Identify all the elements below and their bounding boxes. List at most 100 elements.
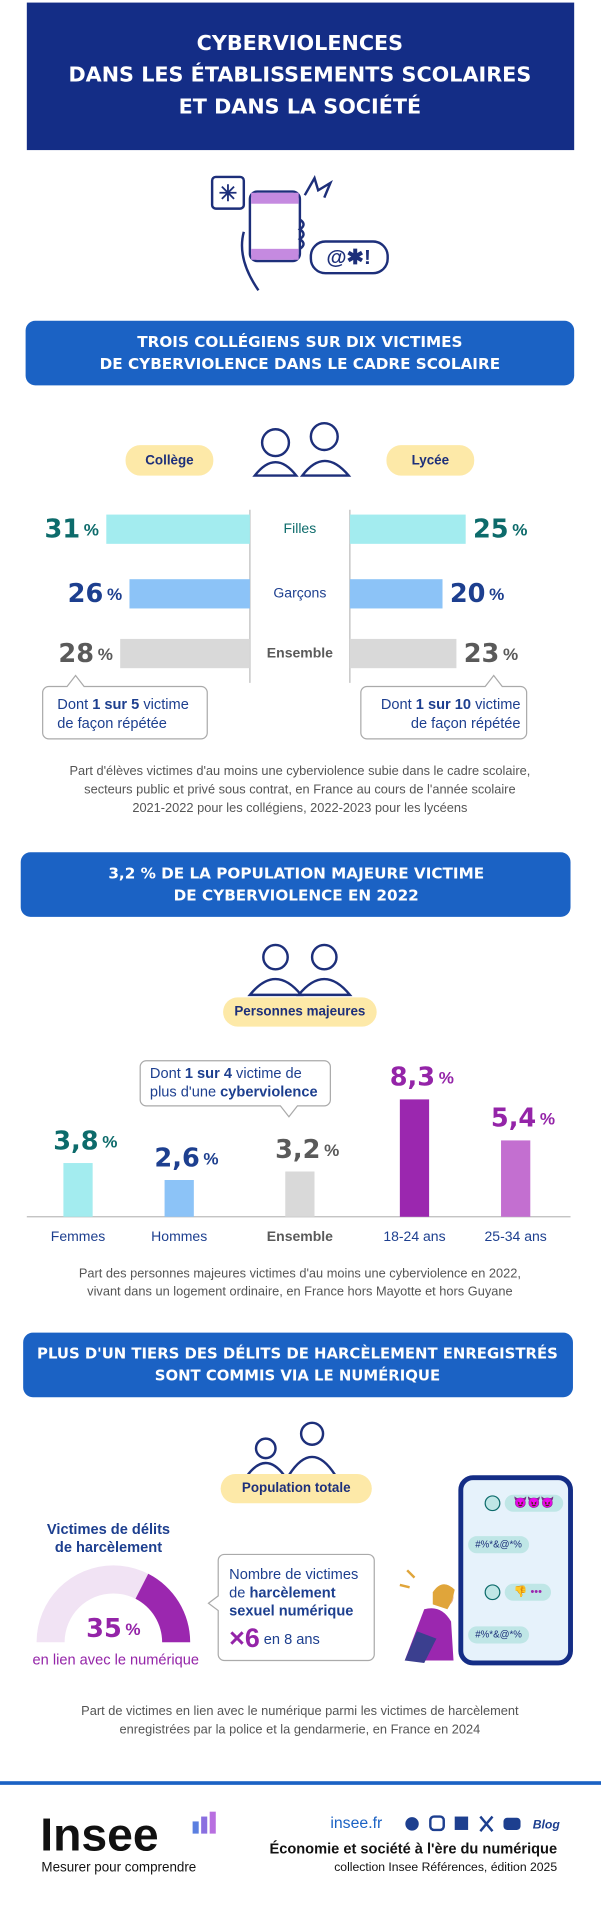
caption: Part des personnes majeures victimes d'a…	[79, 1265, 521, 1280]
chat-text: #%*&@*%	[475, 1629, 522, 1640]
logo-bars	[192, 1811, 216, 1834]
pill	[125, 445, 214, 476]
value-label: 26%	[68, 579, 122, 609]
collection: collection Insee Références, édition 202…	[334, 1860, 557, 1874]
note: plus d'une	[150, 1084, 220, 1100]
population-label: Personnes majeures	[234, 1004, 365, 1019]
caption: enregistrées par la police et la gendarm…	[120, 1721, 481, 1736]
section-title: DE CYBERVIOLENCE EN 2022	[174, 887, 419, 905]
unit: %	[125, 1620, 140, 1639]
note: victime	[471, 697, 521, 713]
value: 5,4	[491, 1104, 536, 1134]
header-title: CYBERVIOLENCES	[197, 31, 403, 55]
header-box	[26, 2, 575, 151]
category-label: Hommes	[151, 1228, 207, 1244]
students-icon	[252, 421, 352, 477]
value-label: 2,6%	[154, 1143, 218, 1173]
callout-text: sexuel numérique	[229, 1604, 353, 1620]
unit: %	[324, 1140, 339, 1159]
caption: secteurs public et privé sous contrat, e…	[84, 781, 515, 796]
caption: vivant dans un logement ordinaire, en Fr…	[87, 1284, 512, 1299]
category-label: Ensemble	[267, 644, 333, 660]
value: 2,6	[154, 1143, 199, 1173]
social-icons[interactable]	[405, 1815, 521, 1832]
value-label: 20%	[450, 579, 504, 609]
bar	[349, 638, 457, 669]
unit: %	[439, 1068, 454, 1087]
gauge-label: en lien avec le numérique	[33, 1652, 200, 1668]
site-link[interactable]: insee.fr	[330, 1815, 383, 1832]
callout-text: plus d'une cyberviolence	[150, 1084, 318, 1100]
value-label: 31%	[45, 514, 99, 544]
phone-icon: @✱!	[210, 175, 389, 291]
svg-text:😈😈😈: 😈😈😈	[513, 1496, 554, 1509]
note: ×	[229, 1623, 245, 1653]
note: victime de	[232, 1066, 302, 1082]
svg-text:@✱!: @✱!	[326, 246, 370, 269]
population-icon	[245, 1421, 338, 1477]
value: 28	[58, 639, 94, 669]
logo: Insee	[40, 1809, 158, 1861]
category-label: 25-34 ans	[485, 1228, 547, 1244]
section-title: 3,2 % DE LA POPULATION MAJEURE VICTIME	[108, 865, 484, 883]
chat-text: #%*&@*%	[475, 1539, 522, 1550]
callout-text: de façon répétée	[57, 716, 167, 732]
callout-text: Dont 1 sur 5 victime	[57, 697, 189, 713]
value: 25	[473, 514, 509, 544]
value: 31	[45, 514, 81, 544]
bar	[164, 1180, 194, 1217]
bar	[349, 514, 466, 544]
header-title: ET DANS LA SOCIÉTÉ	[179, 93, 422, 118]
bar	[285, 1171, 315, 1217]
note: en 8 ans	[260, 1632, 320, 1648]
caption: Part d'élèves victimes d'au moins une cy…	[69, 763, 530, 778]
callout-text: de harcèlement	[229, 1585, 336, 1601]
note: Dont	[150, 1066, 185, 1082]
gauge-value	[135, 1573, 191, 1643]
section-title: SONT COMMIS VIA LE NUMÉRIQUE	[155, 1366, 440, 1384]
note: 1 sur 4	[185, 1066, 233, 1082]
value: 20	[450, 579, 486, 609]
caption: 2021-2022 pour les collégiens, 2022-2023…	[132, 800, 467, 815]
callout	[207, 1553, 375, 1662]
section-title-box	[20, 852, 571, 917]
population-label: Population totale	[242, 1480, 351, 1495]
bar	[129, 579, 250, 609]
unit: %	[512, 520, 527, 539]
value-label: 3,2%	[275, 1135, 339, 1165]
value: 35	[86, 1614, 122, 1644]
unit: %	[489, 585, 504, 604]
value: 23	[464, 639, 500, 669]
bar	[106, 514, 250, 544]
pill	[223, 997, 377, 1027]
value-label: 35%	[86, 1614, 140, 1644]
callout	[42, 674, 208, 740]
bar	[63, 1163, 93, 1217]
callout-text: Dont 1 sur 4 victime de	[150, 1066, 302, 1082]
value-label: 25%	[473, 514, 527, 544]
value: 3,2	[275, 1135, 320, 1165]
category-label: Femmes	[51, 1228, 105, 1244]
blog-link[interactable]: Blog	[533, 1817, 561, 1831]
section-title: DE CYBERVIOLENCE DANS LE CADRE SCOLAIRE	[100, 355, 500, 373]
value: 8,3	[390, 1063, 435, 1093]
category-label: Filles	[284, 520, 317, 536]
callout	[139, 1060, 331, 1118]
section-title-box	[25, 320, 575, 386]
category-label: 18-24 ans	[383, 1228, 445, 1244]
value-label: 5,4%	[491, 1104, 555, 1134]
value-label: 23%	[464, 639, 518, 669]
callout-text: Nombre de victimes	[229, 1567, 358, 1583]
publication: Économie et société à l'ère du numérique	[269, 1840, 557, 1857]
bar	[399, 1099, 430, 1217]
note: harcèlement	[249, 1585, 335, 1601]
unit: %	[203, 1149, 218, 1168]
note: de	[229, 1585, 249, 1601]
pill	[220, 1473, 372, 1504]
callout	[360, 674, 528, 740]
chat-illustration: 😈😈😈 #%*&@*% 👎 ••• #%*&@*%	[399, 1475, 573, 1666]
note: 6	[245, 1623, 260, 1653]
callout-text: ×6 en 8 ans	[229, 1623, 320, 1653]
note: Dont	[381, 697, 416, 713]
